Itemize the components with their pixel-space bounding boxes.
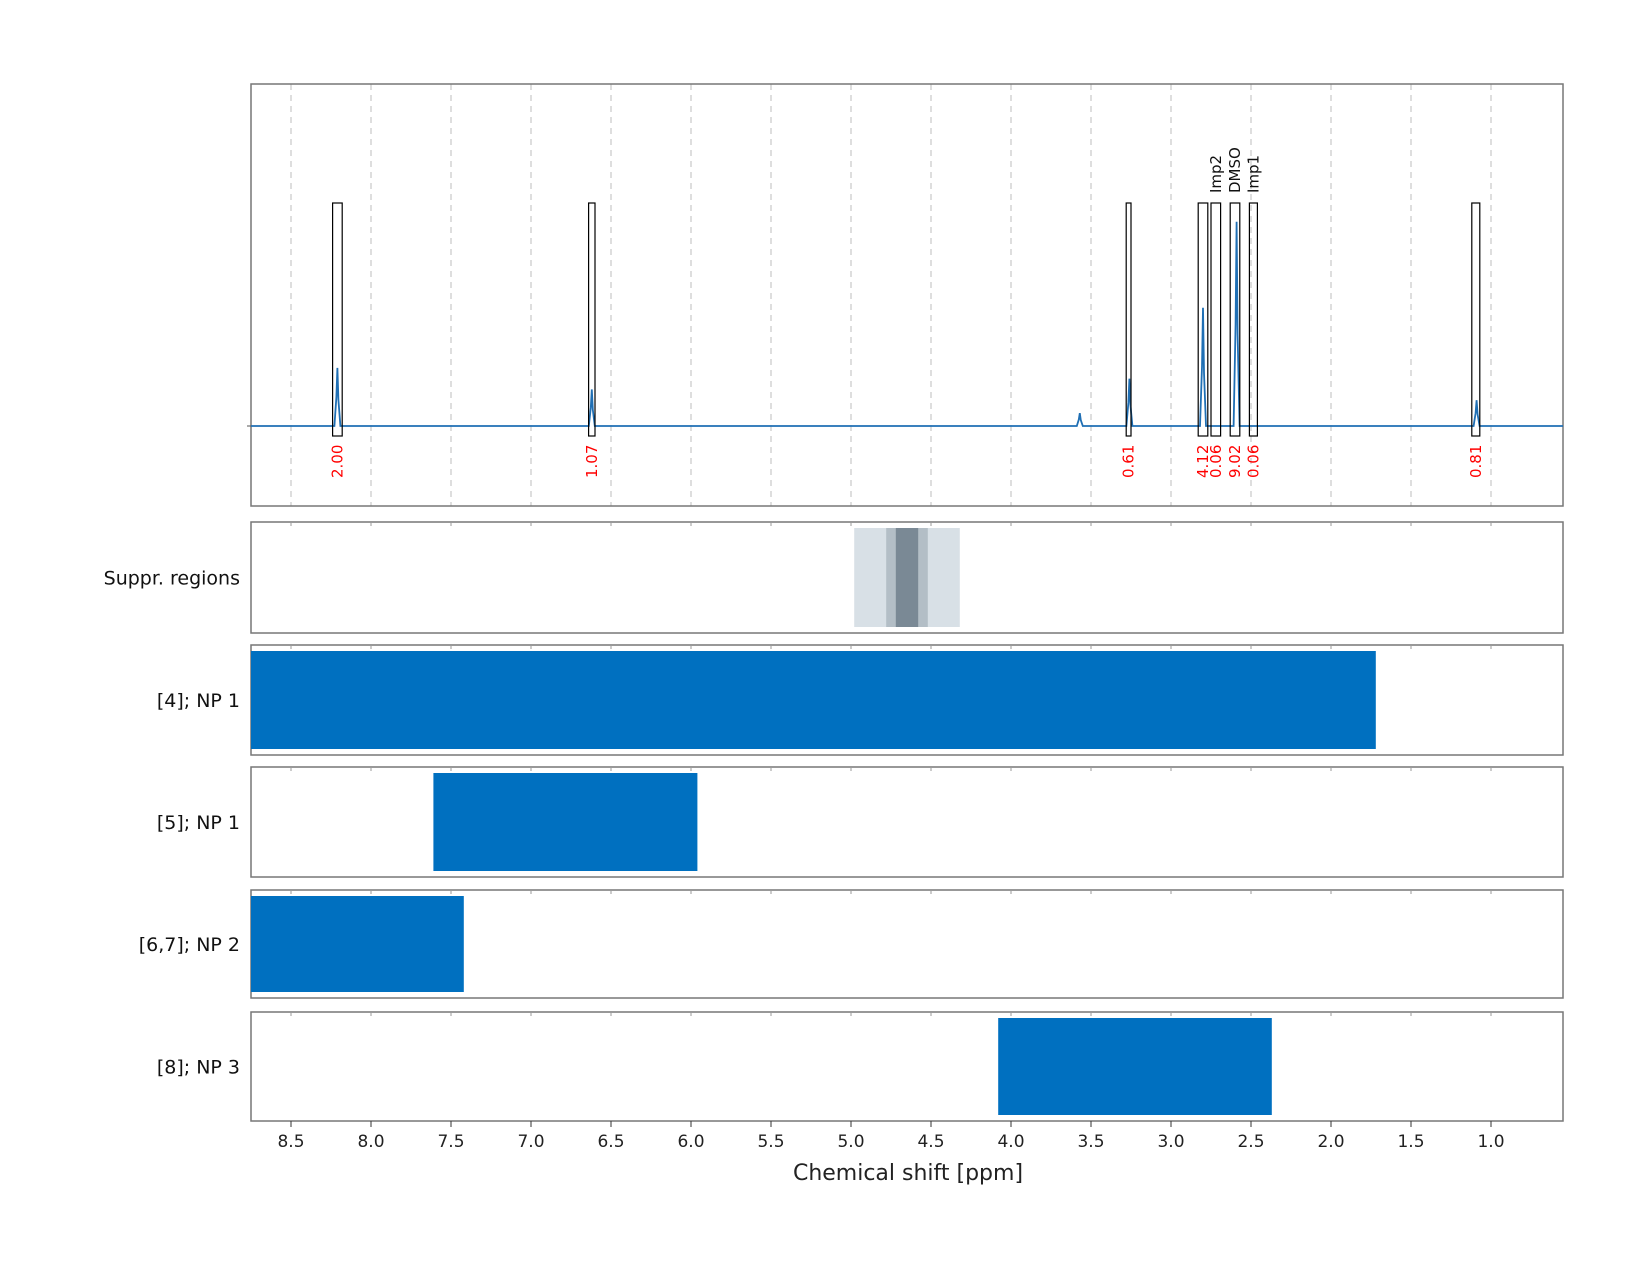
x-tick-label: 5.5: [757, 1132, 784, 1152]
integral-value: 0.06: [1244, 445, 1262, 478]
integration-box: [1471, 202, 1481, 437]
integral-value: 1.07: [583, 445, 601, 478]
integration-box: [332, 202, 343, 437]
integral-value: 0.06: [1207, 445, 1225, 478]
peak-name-label: Imp1: [1244, 155, 1262, 193]
range-bar: [251, 896, 464, 992]
peak-name-label: DMSO: [1226, 147, 1244, 193]
integral-value: 2.00: [328, 445, 346, 478]
row-label: [4]; NP 1: [157, 690, 240, 712]
x-tick-label: 8.5: [277, 1132, 304, 1152]
range-rows: Suppr. regions [4]; NP 1 [5]; NP 1 [6,7]; N…: [104, 528, 1376, 1115]
spectrum-line: [251, 221, 1563, 427]
range-bar: [998, 1018, 1272, 1115]
x-tick-label: 4.5: [917, 1132, 944, 1152]
x-tick-label: 5.0: [837, 1132, 864, 1152]
range-bar: [251, 651, 1376, 749]
grid-lines: [290, 84, 1492, 506]
row-frame: [250, 1011, 1564, 1122]
range-bar: [433, 773, 698, 871]
integration-box: [1248, 202, 1259, 437]
integral-value: 9.02: [1226, 445, 1244, 478]
x-axis: Chemical shift [ppm] 8.5 8.0 7.5 7.0 6.5 6.0 5…: [277, 1121, 1505, 1186]
integration-box: [1125, 202, 1132, 437]
row-frame: [250, 766, 1564, 878]
x-tick-label: 4.0: [997, 1132, 1024, 1152]
integral-value: 0.61: [1120, 445, 1138, 478]
integration-box: [1229, 202, 1241, 437]
peak-name-label: Imp2: [1207, 155, 1225, 193]
integration-box: [1210, 202, 1222, 437]
x-tick-label: 6.5: [597, 1132, 624, 1152]
integration-box: [587, 202, 596, 437]
integration-box: [1197, 202, 1209, 437]
x-axis-label: Chemical shift [ppm]: [793, 1161, 1023, 1186]
row-label: [8]; NP 3: [157, 1057, 240, 1079]
integral-value: 4.12: [1194, 445, 1212, 478]
spectrum-frame: [250, 83, 1564, 507]
x-tick-label: 3.5: [1077, 1132, 1104, 1152]
x-tick-label: 1.5: [1397, 1132, 1424, 1152]
suppression-region: [895, 528, 919, 627]
x-tick-label: 2.5: [1237, 1132, 1264, 1152]
x-tick-label: 1.0: [1477, 1132, 1504, 1152]
x-tick-label: 8.0: [357, 1132, 384, 1152]
row-label: [5]; NP 1: [157, 812, 240, 834]
x-tick-label: 3.0: [1157, 1132, 1184, 1152]
row-frame: [250, 521, 1564, 634]
row-label: [6,7]; NP 2: [139, 934, 240, 956]
row-label: Suppr. regions: [104, 568, 240, 590]
integral-value: 0.81: [1467, 445, 1485, 478]
x-tick-label: 2.0: [1317, 1132, 1344, 1152]
spectrum-panel: 2.00 1.07 0.61 4.120.06Imp29.02DMSO0.06Imp1…: [247, 147, 1563, 478]
x-tick-label: 7.0: [517, 1132, 544, 1152]
x-tick-label: 7.5: [437, 1132, 464, 1152]
x-tick-label: 6.0: [677, 1132, 704, 1152]
